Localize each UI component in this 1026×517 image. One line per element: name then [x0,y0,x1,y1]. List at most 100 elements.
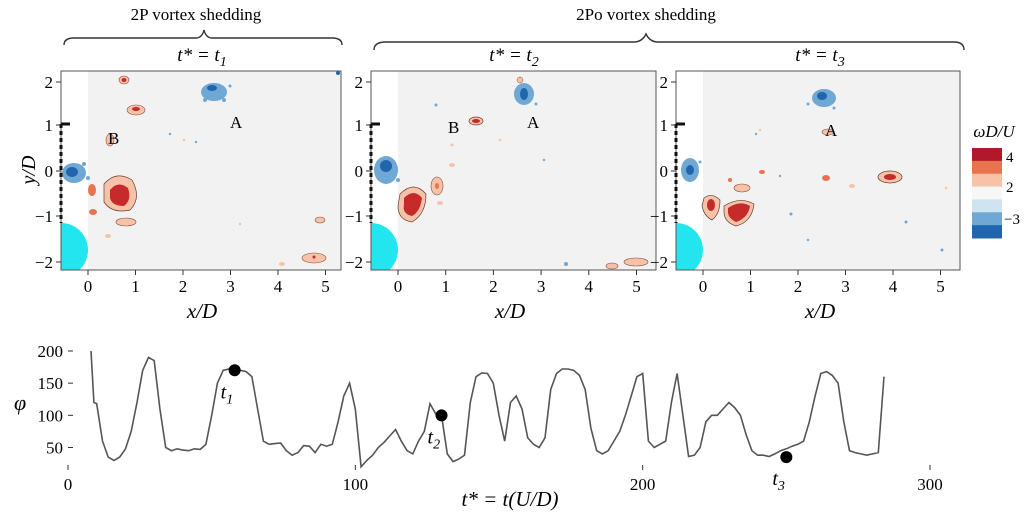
cylinder-3 [676,223,703,270]
ts-ylabel: φ [14,390,26,415]
panel-1-x-tick-label: 4 [274,277,283,296]
panel-title-1: t* = t1 [177,45,226,70]
panel-1-y-tick-label: 0 [45,162,54,181]
panel-2-y-tick-label: 2 [355,73,364,92]
panel-title-2: t* = t2 [489,45,538,70]
vortex-far-3 [754,128,948,252]
panel-title-2-sub: 2 [532,55,539,70]
panel-3-x-tick-label: 2 [794,277,803,296]
panel-1-y-tick-label: 1 [45,116,54,135]
ts-x-tick-label: 200 [630,475,656,494]
colorbar-swatch [972,186,1002,200]
label-a-3: A [825,121,838,140]
time-marker-label-1: t1 [221,381,234,407]
panel-1-x-tick-label: 2 [179,277,188,296]
panel-2-x-tick-label: 2 [489,277,498,296]
panel-2-y-tick-label: −2 [345,253,363,272]
vortex-b-2 [434,103,484,147]
colorbar-swatch [972,173,1002,188]
vortex-a-2 [514,76,538,106]
panel-3-y-tick-label: −2 [650,253,668,272]
label-a-1: A [230,113,243,132]
panel-3-x-tick-label: 5 [936,277,945,296]
ts-x-tick-label: 0 [64,475,73,494]
series-line-phi [90,350,885,469]
colorbar-swatch [972,212,1002,226]
xlabel-panel-1: x/D [186,299,217,323]
brace-2p [63,29,343,46]
panel-3-y-tick-label: 2 [660,73,669,92]
colorbar-swatches [972,148,1002,239]
colorbar-tick-neg3: −3 [1004,212,1020,228]
panel-1-x-tick-label: 0 [84,277,93,296]
label-a-2: A [527,113,540,132]
panel-title-3-sub: 3 [837,55,845,70]
panel-2-y-tick-label: −1 [345,207,363,226]
panel-1-y-tick-label: −2 [35,253,53,272]
panel-title-3: t* = t3 [795,45,844,70]
xlabel-panel-3: x/D [804,299,835,323]
header-2po-label: 2Po vortex shedding [576,5,716,24]
vorticity-panel-2: A B [369,70,657,271]
time-marker-label-2: t2 [428,426,441,452]
ts-y-tick-label: 100 [38,406,64,425]
ylabel-field: y/D [18,155,40,186]
xlabel-panel-2: x/D [494,299,525,323]
field-axes: 0 1 2 3 4 5 2 1 0 −1 −2 0 1 2 3 4 5 2 1 0 −1 −2 0 1 2 3 4 5 2 1 0 −1 −2 [35,73,945,296]
panel-3-x-tick-label: 1 [746,277,755,296]
cylinder-2 [371,223,398,270]
colorbar-swatch [972,225,1002,239]
time-marker-label-3: t3 [772,468,785,494]
vortex-near-2 [374,156,455,223]
panel-1-x-tick-label: 1 [131,277,140,296]
time-marker-1 [228,364,241,377]
ts-markers: t1 t2 t3 [221,364,793,494]
panel-2-x-tick-label: 5 [632,277,641,296]
colorbar-title: ωD/U [973,122,1016,141]
colorbar-swatch [972,148,1002,162]
panel-1-y-tick-label: 2 [45,73,54,92]
panel-3-y-tick-label: 0 [660,162,669,181]
brace-2po [373,32,965,51]
ts-y-tick-label: 150 [38,374,64,393]
panel-2-x-tick-label: 4 [585,277,594,296]
ts-y-tick-label: 200 [38,342,64,361]
cylinder-1 [61,223,88,270]
label-b-1: B [108,129,119,148]
panel-2-y-tick-label: 1 [355,116,364,135]
panel-2-x-tick-label: 1 [441,277,450,296]
panel-3-x-tick-label: 0 [699,277,708,296]
vortex-near-1 [62,162,137,238]
ts-x-tick-label: 300 [917,475,943,494]
label-b-2: B [448,118,459,137]
ts-xlabel: t* = t(U/D) [462,487,559,511]
panel-1-x-tick-label: 5 [321,277,330,296]
header-2p-label: 2P vortex shedding [131,5,262,24]
phase-timeseries-chart: 0 100 200 300 50 100 150 200 t1 t2 t3 [38,342,943,494]
vortex-near-3 [681,158,765,227]
panel-2-x-tick-label: 3 [537,277,546,296]
colorbar-swatch [972,199,1002,213]
panel-title-3-main: t* = t [795,45,838,66]
colorbar-tick-4: 4 [1006,150,1014,166]
panel-title-2-main: t* = t [489,45,532,66]
vortex-far-2 [498,138,649,270]
panel-3-x-tick-label: 4 [889,277,898,296]
ts-x-tick-label: 100 [343,475,369,494]
panel-title-1-sub: 1 [220,55,227,70]
colorbar-tick-2: 2 [1006,180,1014,196]
vortex-far-1 [168,71,340,266]
panel-1-y-tick-label: −1 [35,207,53,226]
vortex-a-3 [806,89,836,110]
time-marker-2 [435,409,448,422]
time-marker-3 [780,451,793,464]
vorticity-panel-1: A B [59,70,342,271]
ts-axes: 0 100 200 300 50 100 150 200 [38,342,943,494]
colorbar-swatch [972,160,1002,175]
panel-3-x-tick-label: 3 [841,277,850,296]
panel-title-1-main: t* = t [177,45,220,66]
colorbar: ωD/U 4 2 −3 [972,122,1020,239]
vortex-a-1 [201,83,232,102]
ts-y-tick-label: 50 [46,438,63,457]
vorticity-panel-3: A [674,70,961,271]
